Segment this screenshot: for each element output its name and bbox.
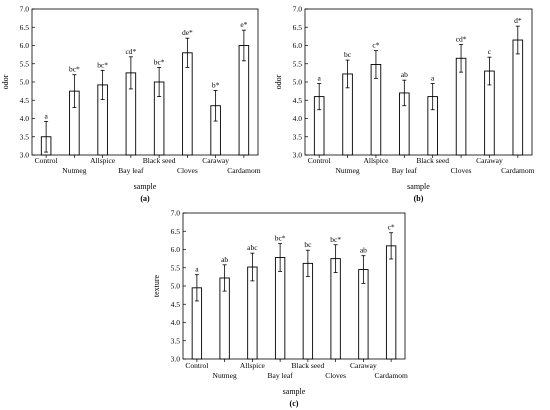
y-tick-label: 4.0 bbox=[171, 318, 181, 327]
significance-label: bc* bbox=[69, 65, 80, 74]
y-axis-label: texture bbox=[152, 274, 161, 297]
significance-label: bc bbox=[344, 50, 352, 59]
category-label: Allspice bbox=[363, 156, 389, 165]
y-tick-label: 5.5 bbox=[293, 59, 303, 68]
category-label: Black seed bbox=[143, 156, 176, 165]
panel-caption: (a) bbox=[140, 194, 150, 203]
category-label: Caraway bbox=[350, 361, 377, 370]
y-tick-label: 6.5 bbox=[20, 23, 30, 32]
significance-label: d* bbox=[514, 16, 522, 25]
bar bbox=[385, 245, 397, 360]
significance-label: b* bbox=[212, 80, 220, 89]
category-label: Nutmeg bbox=[62, 166, 86, 175]
significance-label: c* bbox=[372, 41, 379, 50]
y-tick-label: 4.0 bbox=[293, 114, 303, 123]
significance-label: c* bbox=[388, 223, 395, 232]
y-tick-label: 6.0 bbox=[293, 41, 303, 50]
category-label: Nutmeg bbox=[335, 166, 359, 175]
category-label: Bay leaf bbox=[118, 166, 144, 175]
y-tick-label: 5.5 bbox=[171, 263, 181, 272]
y-tick-label: 4.5 bbox=[20, 96, 30, 105]
y-tick-label: 4.0 bbox=[20, 114, 30, 123]
significance-label: abc bbox=[247, 243, 258, 252]
y-tick-label: 6.5 bbox=[171, 227, 181, 236]
category-label: Cardamom bbox=[227, 166, 260, 175]
y-tick-label: 4.5 bbox=[171, 300, 181, 309]
y-tick-label: 3.5 bbox=[293, 132, 303, 141]
y-tick-label: 6.5 bbox=[293, 23, 303, 32]
y-tick-label: 3.5 bbox=[20, 132, 30, 141]
y-axis-label: odor bbox=[274, 74, 283, 89]
bar bbox=[274, 257, 286, 360]
category-label: Nutmeg bbox=[213, 371, 237, 380]
y-tick-label: 3.5 bbox=[171, 336, 181, 345]
y-tick-label: 5.0 bbox=[293, 78, 303, 87]
y-tick-label: 3.0 bbox=[20, 151, 30, 160]
category-label: Black seed bbox=[292, 361, 325, 370]
y-tick-label: 6.0 bbox=[171, 245, 181, 254]
category-label: Caraway bbox=[476, 156, 503, 165]
category-label: Cloves bbox=[325, 371, 346, 380]
y-axis-label: odor bbox=[1, 74, 10, 89]
significance-label: bc* bbox=[275, 234, 286, 243]
y-tick-label: 5.0 bbox=[20, 78, 30, 87]
significance-label: de* bbox=[182, 28, 193, 37]
significance-label: a bbox=[318, 73, 322, 82]
category-label: Bay leaf bbox=[268, 371, 294, 380]
bar bbox=[455, 57, 467, 156]
plot-frame bbox=[182, 212, 406, 360]
y-tick-label: 3.0 bbox=[293, 151, 303, 160]
significance-label: c bbox=[488, 47, 492, 56]
category-label: Control bbox=[35, 156, 58, 165]
significance-label: bc* bbox=[154, 57, 165, 66]
significance-label: bc bbox=[304, 240, 312, 249]
plot-frame bbox=[304, 8, 533, 156]
significance-label: bc* bbox=[330, 235, 341, 244]
category-label: Control bbox=[185, 361, 208, 370]
category-label: Caraway bbox=[202, 156, 229, 165]
category-label: Cardamom bbox=[501, 166, 534, 175]
x-axis-label: sample bbox=[283, 387, 306, 396]
significance-label: e* bbox=[240, 20, 247, 29]
plot-frame bbox=[31, 8, 259, 156]
bar bbox=[330, 258, 341, 360]
chart-panel-1: 3.0 3.5 4.0 4.5 5.0 5.5 6.0 6.5 7.0 a Control bc* Nu… bbox=[1, 5, 261, 204]
category-label: Black seed bbox=[416, 156, 449, 165]
category-label: Allspice bbox=[240, 361, 266, 370]
category-label: Cardamom bbox=[374, 371, 407, 380]
chart-panel-2: 3.0 3.5 4.0 4.5 5.0 5.5 6.0 6.5 7.0 a Control bc Nut… bbox=[274, 5, 535, 204]
bar bbox=[512, 39, 524, 156]
significance-label: a bbox=[44, 111, 48, 120]
category-label: Allspice bbox=[90, 156, 116, 165]
y-tick-label: 7.0 bbox=[293, 5, 303, 14]
y-tick-label: 4.5 bbox=[293, 96, 303, 105]
significance-label: a bbox=[195, 265, 199, 274]
y-tick-label: 5.0 bbox=[171, 282, 181, 291]
panel-caption: (b) bbox=[414, 194, 424, 203]
y-tick-label: 3.0 bbox=[171, 355, 181, 364]
x-axis-label: sample bbox=[134, 182, 157, 191]
y-tick-label: 6.0 bbox=[20, 41, 30, 50]
significance-label: ab bbox=[360, 246, 367, 255]
category-label: Control bbox=[308, 156, 331, 165]
bar bbox=[182, 52, 193, 156]
category-label: Cloves bbox=[177, 166, 198, 175]
y-tick-label: 7.0 bbox=[171, 209, 181, 218]
category-label: Bay leaf bbox=[392, 166, 418, 175]
significance-label: cd* bbox=[125, 47, 136, 56]
significance-label: bc* bbox=[97, 60, 108, 69]
y-tick-label: 5.5 bbox=[20, 59, 30, 68]
bar bbox=[302, 262, 314, 360]
significance-label: a bbox=[431, 73, 435, 82]
significance-label: ab bbox=[221, 255, 228, 264]
chart-panel-3: 3.0 3.5 4.0 4.5 5.0 5.5 6.0 6.5 7.0 a Control ab Nut… bbox=[152, 209, 408, 409]
category-label: Cloves bbox=[451, 166, 472, 175]
x-axis-label: sample bbox=[407, 182, 430, 191]
bar bbox=[238, 45, 250, 156]
significance-label: cd* bbox=[456, 34, 467, 43]
y-tick-label: 7.0 bbox=[20, 5, 30, 14]
panel-caption: (c) bbox=[290, 399, 299, 408]
significance-label: ab bbox=[401, 70, 408, 79]
